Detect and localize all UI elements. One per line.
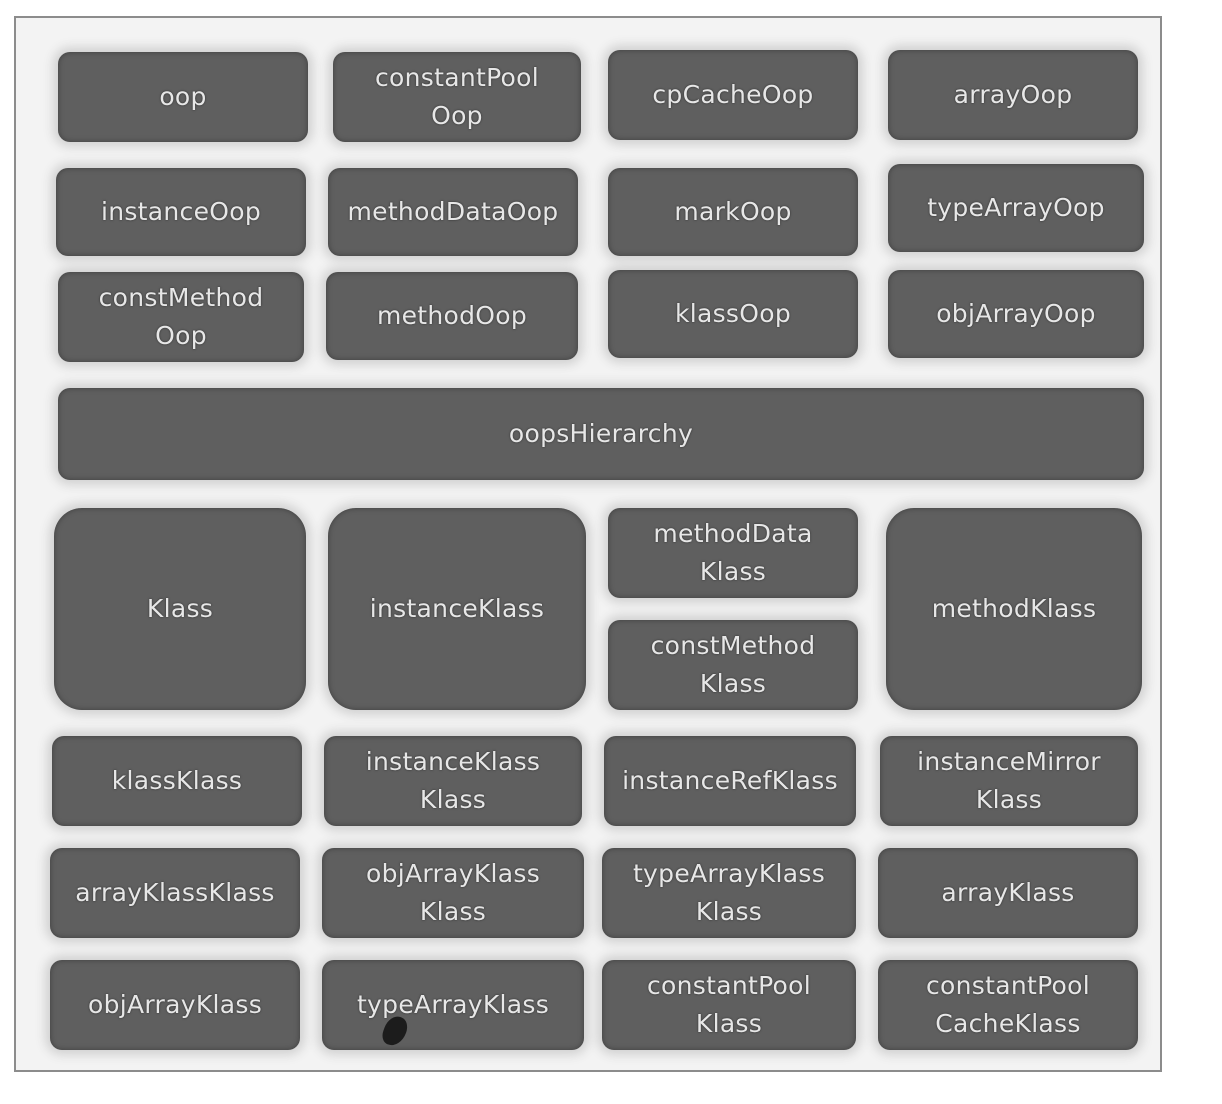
box-methoddataoop: methodDataOop <box>328 168 578 256</box>
box-methodklass: methodKlass <box>886 508 1142 710</box>
box-methodoop: methodOop <box>326 272 578 360</box>
box-label: markOop <box>674 197 792 226</box>
box-label: oopsHierarchy <box>508 419 694 448</box>
box-constantpoolklass: constantPool Klass <box>602 960 856 1050</box>
box-label: constantPool CacheKlass <box>925 971 1090 1038</box>
box-label: cpCacheOop <box>652 80 814 109</box>
box-cpcacheoop: cpCacheOop <box>608 50 858 140</box>
box-klassoop: klassOop <box>608 270 858 358</box>
box-constmethodklass: constMethod Klass <box>608 620 858 710</box>
box-label: Klass <box>146 594 214 623</box>
box-label: objArrayKlass <box>87 990 263 1019</box>
box-label: objArrayOop <box>936 299 1096 328</box>
box-label: instanceOop <box>100 197 262 226</box>
box-label: constantPool Klass <box>646 971 811 1038</box>
box-label: methodDataOop <box>347 197 559 226</box>
box-objarrayklass: objArrayKlass <box>50 960 300 1050</box>
box-klassklass: klassKlass <box>52 736 302 826</box>
box-objarrayklassklass: objArrayKlass Klass <box>322 848 584 938</box>
box-typearrayklass: typeArrayKlass <box>322 960 584 1050</box>
box-label: klassKlass <box>111 766 243 795</box>
box-instanceklass: instanceKlass <box>328 508 586 710</box>
box-label: typeArrayKlass <box>356 990 550 1019</box>
box-oop: oop <box>58 52 308 142</box>
box-label: arrayKlass <box>941 878 1075 907</box>
box-klass: Klass <box>54 508 306 710</box>
box-arrayklassklass: arrayKlassKlass <box>50 848 300 938</box>
box-instancerefklass: instanceRefKlass <box>604 736 856 826</box>
box-label: constMethod Klass <box>650 631 816 698</box>
box-label: arrayOop <box>953 80 1073 109</box>
box-label: constMethod Oop <box>98 283 264 350</box>
box-label: constantPool Oop <box>374 63 539 130</box>
box-typearrayoop: typeArrayOop <box>888 164 1144 252</box>
box-constmethodoop: constMethod Oop <box>58 272 304 362</box>
box-label: typeArrayKlass Klass <box>632 859 826 926</box>
box-instancemirrorklass: instanceMirror Klass <box>880 736 1138 826</box>
box-instanceklassklass: instanceKlass Klass <box>324 736 582 826</box>
box-label: objArrayKlass Klass <box>365 859 541 926</box>
box-label: oop <box>159 82 207 111</box>
box-label: klassOop <box>674 299 792 328</box>
box-constantpoolcacheklass: constantPool CacheKlass <box>878 960 1138 1050</box>
box-label: typeArrayOop <box>927 193 1105 222</box>
box-label: arrayKlassKlass <box>75 878 275 907</box>
box-typearrayklassklass: typeArrayKlass Klass <box>602 848 856 938</box>
box-arrayklass: arrayKlass <box>878 848 1138 938</box>
box-objarrayoop: objArrayOop <box>888 270 1144 358</box>
box-label: methodOop <box>376 301 528 330</box>
box-oopshierarchy: oopsHierarchy <box>58 388 1144 480</box>
box-methoddataklass: methodData Klass <box>608 508 858 598</box>
box-label: methodData Klass <box>653 519 813 586</box>
box-constantpooloop: constantPool Oop <box>333 52 581 142</box>
box-label: instanceRefKlass <box>622 766 838 795</box>
box-instanceoop: instanceOop <box>56 168 306 256</box>
box-arrayoop: arrayOop <box>888 50 1138 140</box>
box-label: instanceMirror Klass <box>917 747 1101 814</box>
box-label: instanceKlass Klass <box>365 747 541 814</box>
box-label: instanceKlass <box>369 594 545 623</box>
box-markoop: markOop <box>608 168 858 256</box>
box-label: methodKlass <box>931 594 1097 623</box>
